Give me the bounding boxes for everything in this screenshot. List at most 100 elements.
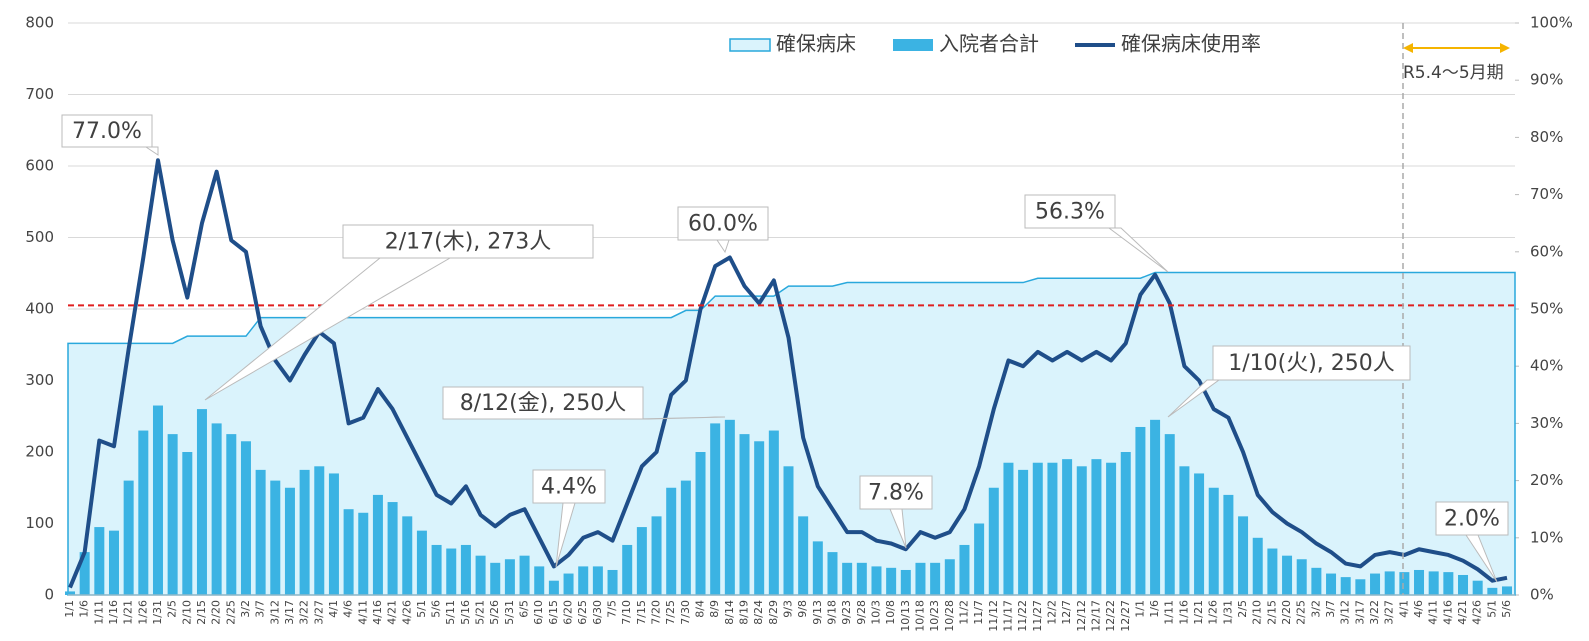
bar	[1150, 419, 1161, 595]
bar	[1399, 572, 1410, 595]
y-tick-label: 0	[44, 586, 54, 604]
bar	[548, 580, 559, 595]
x-tick-label: 9/28	[855, 600, 868, 625]
x-tick-label: 11/17	[1001, 600, 1014, 632]
bar	[1311, 567, 1322, 595]
bar	[988, 487, 999, 595]
legend-swatch	[729, 38, 771, 52]
x-tick-label: 7/25	[664, 600, 677, 625]
y-tick-label: 300	[25, 371, 54, 389]
x-tick-label: 7/5	[606, 600, 619, 618]
bar	[1370, 573, 1381, 595]
x-tick-label: 10/13	[899, 600, 912, 632]
y-tick-label: 100	[25, 514, 54, 532]
x-tick-label: 6/30	[591, 600, 604, 625]
x-tick-label: 12/7	[1060, 600, 1073, 625]
bar	[328, 473, 339, 595]
x-tick-label: 2/10	[1251, 600, 1264, 625]
bar	[930, 562, 941, 595]
x-tick-label: 6/25	[576, 600, 589, 625]
bar	[65, 591, 75, 595]
y2-tick-label: 30%	[1530, 414, 1563, 432]
bar	[446, 548, 457, 595]
bar	[944, 559, 955, 595]
x-tick-label: 10/18	[913, 600, 926, 632]
legend-label: 入院者合計	[939, 32, 1039, 56]
x-tick-label: 1/11	[1163, 600, 1176, 625]
bar	[108, 530, 119, 595]
bar	[666, 487, 677, 595]
bar	[1458, 574, 1469, 595]
x-tick-label: 4/16	[371, 600, 384, 625]
x-tick-label: 2/15	[195, 600, 208, 625]
x-tick-label: 5/6	[1500, 600, 1513, 618]
x-tick-label: 3/12	[1339, 600, 1352, 625]
x-tick-label: 10/23	[928, 600, 941, 632]
x-tick-label: 3/22	[1368, 600, 1381, 625]
x-tick-label: 11/2	[957, 600, 970, 625]
bar	[1135, 426, 1146, 595]
y2-tick-label: 100%	[1530, 14, 1573, 32]
bar	[915, 562, 926, 595]
x-tick-label: 1/21	[1192, 600, 1205, 625]
bar	[123, 480, 134, 595]
x-tick-label: 9/13	[811, 600, 824, 625]
bar	[402, 516, 413, 595]
bar	[79, 552, 90, 595]
x-tick-label: 2/20	[1280, 600, 1293, 625]
bar	[1487, 587, 1498, 595]
bar	[695, 452, 706, 595]
x-tick-label: 12/12	[1075, 600, 1088, 632]
callout-label: 2/17(木), 273人	[385, 230, 552, 255]
x-tick-label: 1/26	[1207, 600, 1220, 625]
x-tick-label: 4/26	[400, 600, 413, 625]
bar	[284, 487, 295, 595]
callout-pointer	[144, 146, 159, 156]
bar	[1091, 459, 1102, 595]
x-tick-label: 12/22	[1104, 600, 1117, 632]
y-tick-label: 200	[25, 443, 54, 461]
y-tick-label: 400	[25, 300, 54, 318]
x-tick-label: 1/16	[1177, 600, 1190, 625]
bar	[1326, 573, 1337, 595]
bar	[768, 430, 779, 595]
x-tick-label: 1/21	[122, 600, 135, 625]
x-tick-label: 9/18	[825, 600, 838, 625]
bar	[680, 480, 691, 595]
x-tick-label: 10/3	[869, 600, 882, 625]
x-tick-label: 11/22	[1016, 600, 1029, 632]
bar	[196, 409, 207, 595]
bar	[167, 434, 178, 595]
bar	[739, 434, 750, 595]
callout-box	[1024, 194, 1116, 229]
x-tick-label: 2/15	[1265, 600, 1278, 625]
bar	[1414, 569, 1425, 595]
callout-label: 60.0%	[688, 212, 758, 237]
x-tick-label: 3/2	[239, 600, 252, 618]
bar	[1267, 548, 1278, 595]
bar	[1238, 516, 1249, 595]
callout-label: 1/10(火), 250人	[1228, 351, 1395, 376]
callout-box	[61, 114, 153, 148]
x-tick-label: 5/11	[444, 600, 457, 625]
x-tick-label: 4/1	[327, 600, 340, 618]
x-tick-label: 5/16	[459, 600, 472, 625]
x-tick-label: 12/17	[1089, 600, 1102, 632]
bar	[636, 527, 647, 595]
bar	[372, 494, 383, 595]
x-tick-label: 3/7	[254, 600, 267, 618]
y2-tick-label: 80%	[1530, 128, 1563, 146]
x-tick-label: 2/25	[1295, 600, 1308, 625]
x-tick-label: 6/5	[518, 600, 531, 618]
x-tick-label: 5/1	[1485, 600, 1498, 618]
bar	[255, 469, 266, 595]
x-tick-label: 4/6	[342, 600, 355, 618]
bar	[387, 502, 398, 595]
callout-label: 56.3%	[1035, 200, 1105, 225]
bar	[94, 527, 105, 595]
bar	[1047, 462, 1058, 595]
y2-tick-label: 0%	[1530, 586, 1554, 604]
bar	[592, 566, 603, 595]
bar	[1472, 580, 1483, 595]
